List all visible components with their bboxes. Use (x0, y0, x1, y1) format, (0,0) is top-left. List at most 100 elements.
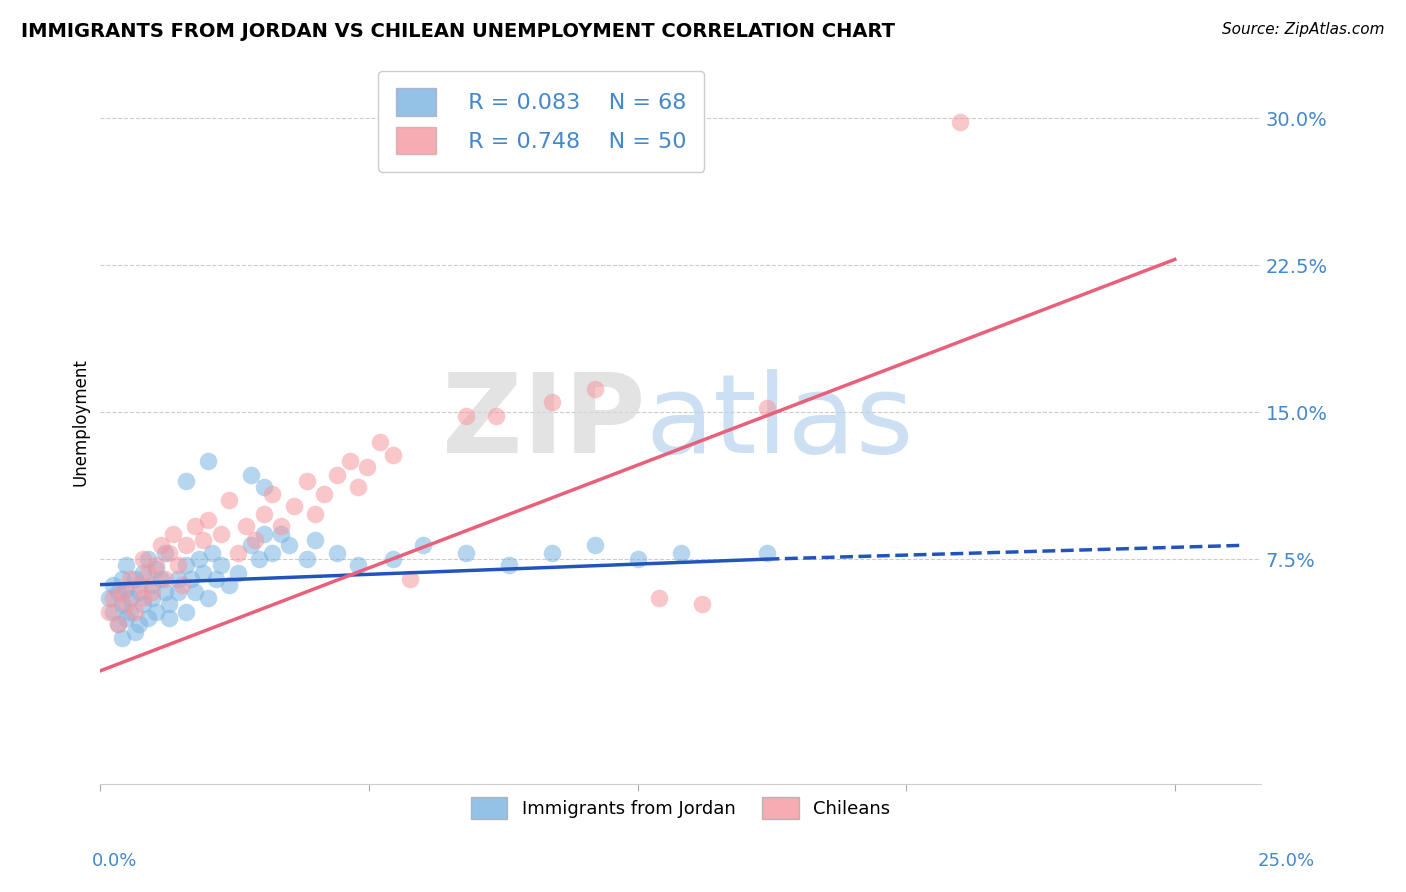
Point (115, 582, 138, 596)
Point (67, 650, 90, 665)
Point (97, 605, 120, 619)
Point (304, 533, 326, 547)
Y-axis label: Unemployment: Unemployment (72, 358, 89, 486)
Point (648, 591, 671, 606)
Point (669, 546, 692, 560)
Point (132, 552, 155, 566)
Point (239, 467, 262, 482)
Point (141, 577, 163, 591)
Point (157, 597, 180, 611)
Point (253, 480, 276, 494)
Text: 0.0%: 0.0% (91, 852, 136, 870)
Point (205, 572, 228, 586)
Point (454, 409, 477, 424)
Text: 25.0%: 25.0% (1257, 852, 1315, 870)
Point (136, 566, 159, 580)
Point (115, 597, 138, 611)
Point (128, 585, 150, 599)
Point (153, 585, 176, 599)
Point (166, 585, 188, 599)
Text: IMMIGRANTS FROM JORDAN VS CHILEAN UNEMPLOYMENT CORRELATION CHART: IMMIGRANTS FROM JORDAN VS CHILEAN UNEMPL… (21, 22, 896, 41)
Point (157, 611, 180, 625)
Point (111, 572, 134, 586)
Point (193, 533, 215, 547)
Point (253, 526, 276, 541)
Point (295, 552, 318, 566)
Point (180, 572, 202, 586)
Point (176, 605, 198, 619)
Point (103, 577, 125, 591)
Point (107, 585, 129, 599)
Point (115, 611, 138, 625)
Point (136, 552, 159, 566)
Point (111, 597, 134, 611)
Point (226, 546, 249, 560)
Point (247, 552, 270, 566)
Point (176, 538, 198, 552)
Point (356, 460, 378, 475)
Point (141, 585, 163, 599)
Point (270, 526, 292, 541)
Point (218, 577, 240, 591)
Point (141, 591, 163, 606)
Point (184, 519, 207, 533)
Point (103, 605, 125, 619)
Point (755, 401, 778, 416)
Point (949, 115, 972, 129)
Point (381, 448, 404, 462)
Point (339, 454, 361, 468)
Point (325, 546, 347, 560)
Point (193, 566, 215, 580)
Point (197, 591, 219, 606)
Point (262, 546, 284, 560)
Point (540, 546, 562, 560)
Point (145, 558, 167, 572)
Point (162, 526, 184, 541)
Point (128, 577, 150, 591)
Point (412, 538, 434, 552)
Point (115, 558, 138, 572)
Point (132, 566, 155, 580)
Point (498, 558, 520, 572)
Point (153, 546, 176, 560)
Point (755, 546, 778, 560)
Point (201, 546, 224, 560)
Point (197, 454, 219, 468)
Point (176, 474, 198, 488)
Point (347, 558, 370, 572)
Point (253, 507, 276, 521)
Point (166, 572, 188, 586)
Point (176, 558, 198, 572)
Point (124, 624, 146, 639)
Point (262, 487, 284, 501)
Point (157, 546, 180, 560)
Point (347, 480, 370, 494)
Point (184, 585, 207, 599)
Point (226, 566, 249, 580)
Point (111, 631, 134, 645)
Point (188, 552, 211, 566)
Point (312, 487, 335, 501)
Point (120, 591, 142, 606)
Point (209, 558, 232, 572)
Point (145, 605, 167, 619)
Point (111, 585, 134, 599)
Point (107, 616, 129, 631)
Point (136, 611, 159, 625)
Text: Source: ZipAtlas.com: Source: ZipAtlas.com (1222, 22, 1385, 37)
Point (325, 467, 347, 482)
Point (132, 591, 155, 606)
Point (381, 552, 404, 566)
Point (149, 538, 172, 552)
Text: atlas: atlas (645, 368, 914, 475)
Point (103, 591, 125, 606)
Point (128, 616, 150, 631)
Point (626, 552, 648, 566)
Point (485, 409, 508, 424)
Point (120, 605, 142, 619)
Point (278, 538, 301, 552)
Point (107, 616, 129, 631)
Point (398, 572, 420, 586)
Point (235, 519, 257, 533)
Point (368, 434, 391, 449)
